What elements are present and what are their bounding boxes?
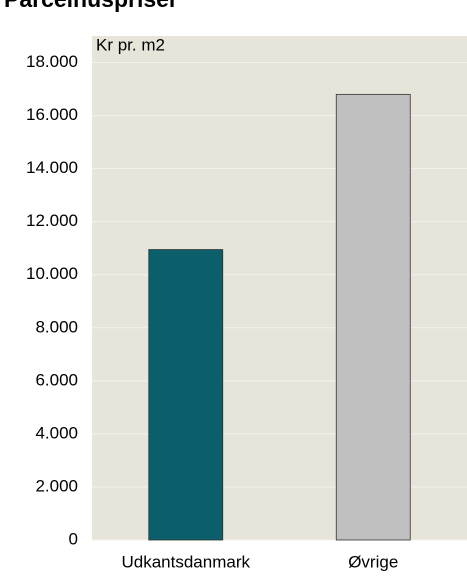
x-tick-label: Øvrige (348, 552, 398, 571)
y-tick-label: 12.000 (26, 211, 78, 230)
y-tick-label: 8.000 (35, 317, 78, 336)
y-tick-label: 18.000 (26, 52, 78, 71)
y-tick-label: 0 (69, 529, 78, 548)
chart-title: Parcelhuspriser (4, 0, 178, 12)
y-tick-label: 4.000 (35, 423, 78, 442)
y-tick-label: 2.000 (35, 476, 78, 495)
y-tick-label: 16.000 (26, 105, 78, 124)
y-tick-label: 10.000 (26, 264, 78, 283)
y-tick-label: 6.000 (35, 370, 78, 389)
plot-area (92, 36, 467, 540)
bar (148, 249, 224, 541)
bar (335, 93, 411, 541)
y-tick-label: 14.000 (26, 158, 78, 177)
y-axis-label: Kr pr. m2 (96, 35, 165, 54)
x-tick-label: Udkantsdanmark (121, 552, 250, 571)
